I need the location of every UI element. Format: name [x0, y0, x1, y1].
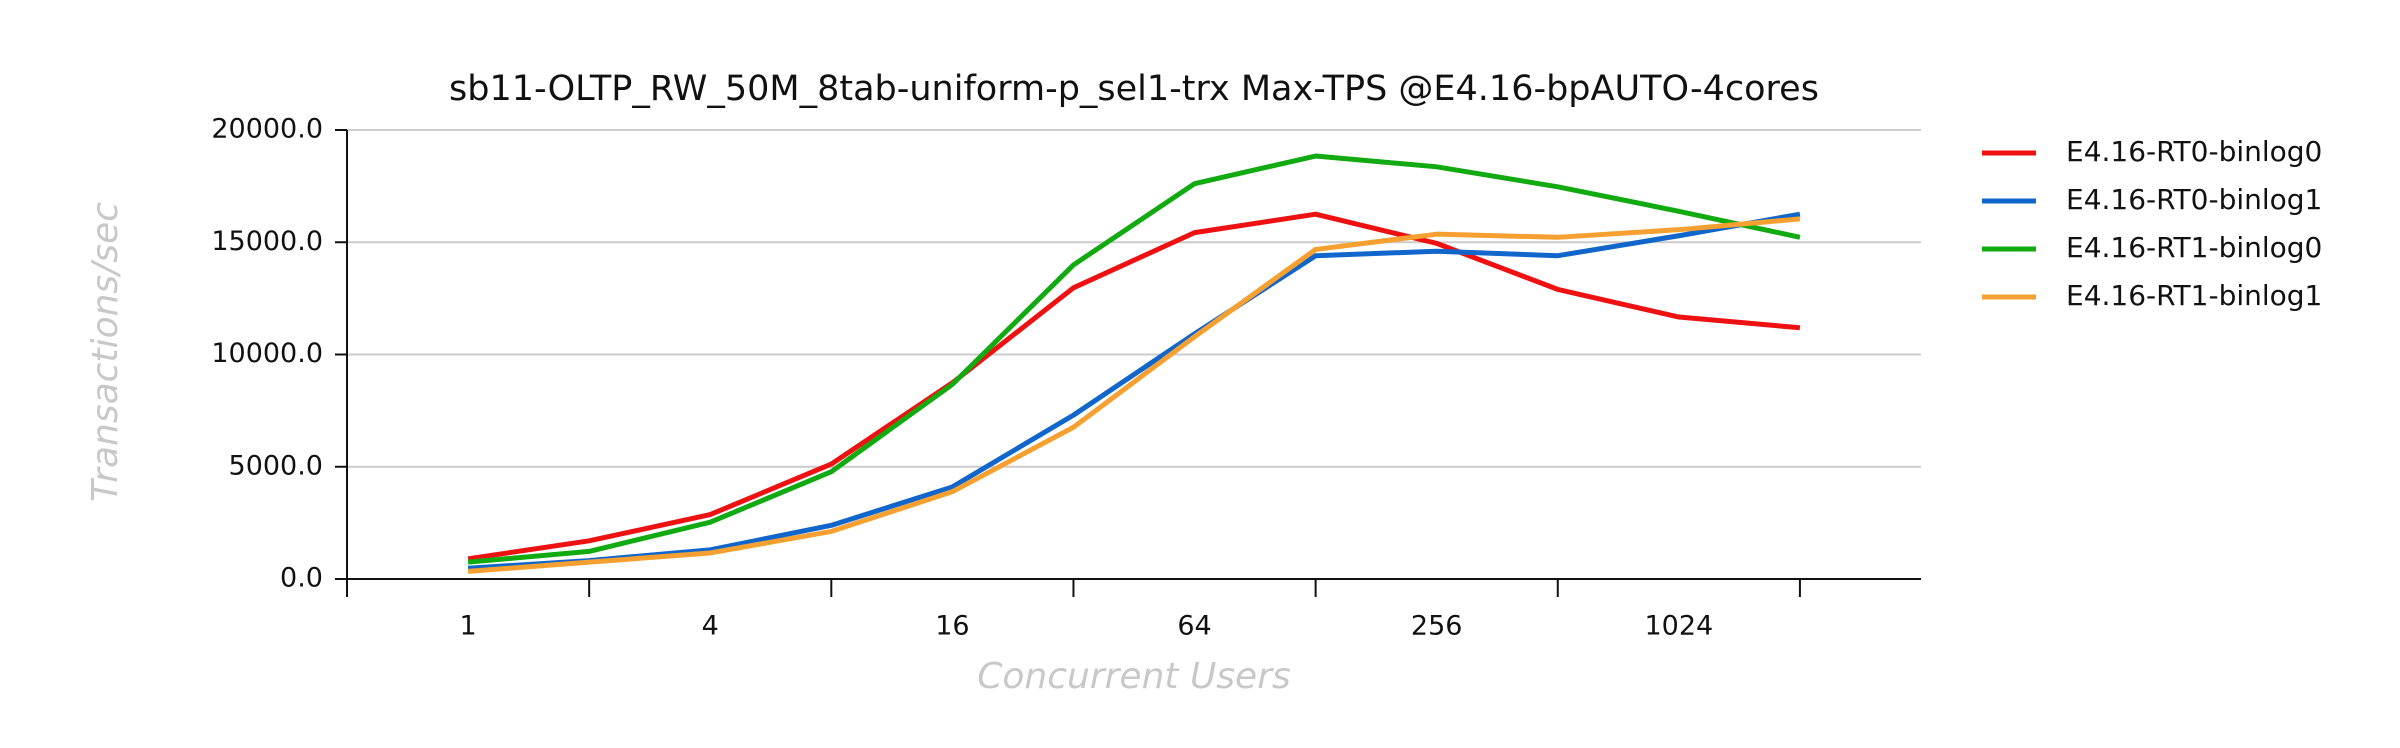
legend-label: E4.16-RT1-binlog0	[2066, 231, 2322, 264]
chart-title: sb11-OLTP_RW_50M_8tab-uniform-p_sel1-trx…	[449, 69, 1819, 109]
series-line	[467, 153, 1801, 565]
x-tick-label: 64	[1177, 611, 1211, 642]
x-axis-label: Concurrent Users	[977, 656, 1291, 697]
legend-label: E4.16-RT0-binlog0	[2066, 135, 2322, 168]
y-tick-label: 10000.0	[211, 338, 323, 369]
x-tick-label: 1024	[1644, 611, 1713, 642]
y-tick-label: 15000.0	[211, 226, 323, 257]
series-line	[467, 211, 1801, 571]
x-tick-label: 256	[1411, 611, 1463, 642]
x-tick-label: 4	[702, 611, 719, 642]
legend-label: E4.16-RT0-binlog1	[2066, 183, 2322, 216]
x-tick-label: 1	[459, 611, 476, 642]
y-tick-label: 20000.0	[211, 114, 323, 145]
x-tick-label: 16	[935, 611, 969, 642]
y-axis-label: Transactions/sec	[85, 202, 126, 502]
series-line	[467, 216, 1801, 574]
series-line	[467, 211, 1801, 562]
legend-label: E4.16-RT1-binlog1	[2066, 279, 2322, 312]
y-tick-label: 0.0	[280, 563, 323, 594]
y-tick-label: 5000.0	[229, 450, 323, 481]
